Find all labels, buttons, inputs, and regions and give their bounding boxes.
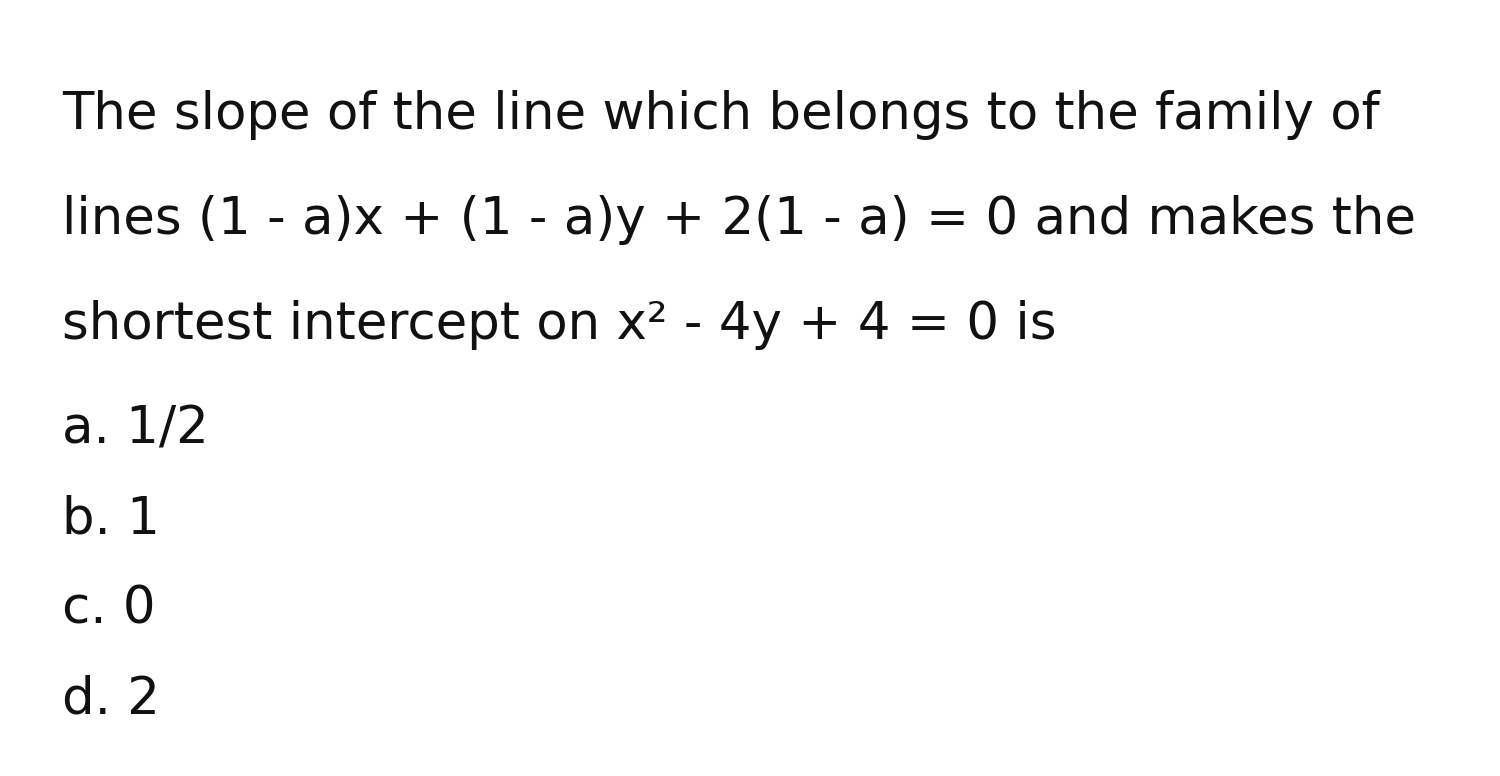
Text: lines (1 - a)x + (1 - a)y + 2(1 - a) = 0 and makes the: lines (1 - a)x + (1 - a)y + 2(1 - a) = 0… bbox=[62, 195, 1416, 245]
Text: c. 0: c. 0 bbox=[62, 585, 156, 635]
Text: The slope of the line which belongs to the family of: The slope of the line which belongs to t… bbox=[62, 90, 1380, 140]
Text: shortest intercept on x² - 4y + 4 = 0 is: shortest intercept on x² - 4y + 4 = 0 is bbox=[62, 300, 1056, 350]
Text: d. 2: d. 2 bbox=[62, 675, 160, 725]
Text: b. 1: b. 1 bbox=[62, 495, 160, 545]
Text: a. 1/2: a. 1/2 bbox=[62, 405, 208, 455]
